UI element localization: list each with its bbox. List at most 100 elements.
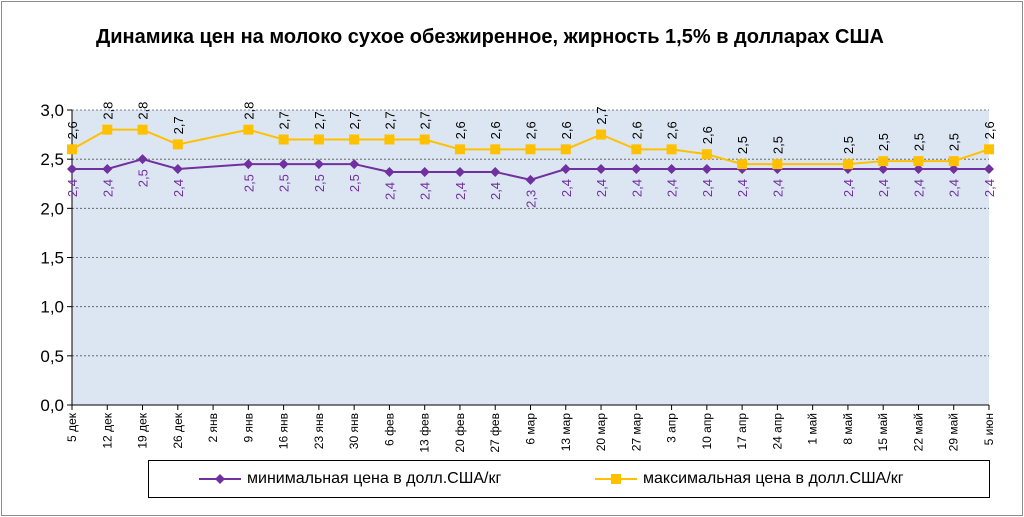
y-tick-label: 0,0: [40, 396, 64, 415]
point-min: [666, 164, 677, 174]
data-label-min: 2,4: [594, 179, 609, 197]
x-tick-label: 26 дек: [171, 412, 185, 448]
x-tick-label: 20 мар: [594, 413, 608, 452]
point-min: [137, 154, 148, 165]
point-max: [772, 159, 783, 170]
x-tick-label: 6 мар: [524, 413, 538, 445]
x-tick-label: 27 мар: [629, 413, 643, 452]
point-max: [419, 134, 430, 145]
y-tick-label: 2,0: [40, 199, 64, 218]
data-label-max: 2,5: [735, 136, 750, 154]
data-label-min: 2,5: [241, 174, 256, 192]
data-label-min: 2,5: [347, 174, 362, 192]
point-max: [349, 134, 360, 145]
x-tick-label: 22 май: [911, 413, 925, 451]
point-max: [384, 134, 395, 145]
point-max: [913, 156, 924, 167]
x-tick-label: 2 янв: [206, 413, 220, 443]
x-tick-label: 6 фев: [382, 413, 396, 446]
data-label-max: 2,7: [312, 111, 327, 129]
data-label-min: 2,4: [841, 179, 856, 197]
point-min: [278, 159, 289, 170]
point-min: [102, 164, 113, 174]
x-tick-label: 10 апр: [700, 413, 714, 450]
legend-item-max: максимальная цена в долл.США/кг: [595, 470, 904, 488]
data-label-min: 2,4: [735, 179, 750, 197]
data-label-max: 2,5: [876, 133, 891, 151]
point-max: [102, 124, 113, 135]
data-label-max: 2,6: [65, 121, 80, 139]
data-label-max: 2,7: [594, 107, 609, 125]
point-max: [878, 156, 889, 167]
point-min: [525, 174, 536, 185]
data-label-min: 2,4: [65, 179, 80, 197]
data-label-max: 2,6: [559, 121, 574, 139]
x-tick-label: 5 июн: [982, 413, 996, 445]
legend-label-min: минимальная цена в долл.США/кг: [247, 470, 502, 487]
data-label-max: 2,8: [136, 102, 151, 120]
data-label-max: 2,7: [347, 111, 362, 129]
data-label-min: 2,4: [947, 179, 962, 197]
data-label-min: 2,4: [665, 179, 680, 197]
data-label-min: 2,5: [136, 169, 151, 187]
x-tick-label: 12 дек: [100, 412, 114, 448]
point-min: [490, 166, 501, 177]
data-label-min: 2,4: [453, 182, 468, 200]
point-max: [137, 124, 148, 135]
data-label-min: 2,4: [629, 179, 644, 197]
data-label-min: 2,4: [770, 179, 785, 197]
data-label-max: 2,6: [524, 121, 539, 139]
x-tick-label: 19 дек: [136, 412, 150, 448]
x-tick-label: 30 янв: [347, 413, 361, 449]
legend-line-max-icon: [595, 474, 637, 484]
data-label-min: 2,5: [277, 174, 292, 192]
y-tick-label: 2,5: [40, 150, 64, 169]
data-label-max: 2,5: [911, 133, 926, 151]
point-max: [490, 144, 501, 155]
x-tick-label: 5 дек: [65, 412, 79, 442]
data-label-max: 2,6: [982, 121, 997, 139]
point-min: [454, 166, 465, 177]
legend-item-min: минимальная цена в долл.США/кг: [199, 470, 501, 488]
x-tick-label: 9 янв: [241, 413, 255, 443]
x-tick-label: 20 фев: [453, 413, 467, 453]
data-label-max: 2,5: [770, 136, 785, 154]
chart-title: Динамика цен на молоко сухое обезжиренно…: [95, 26, 885, 48]
point-min: [243, 159, 254, 170]
data-label-min: 2,4: [700, 179, 715, 197]
data-label-min: 2,4: [382, 182, 397, 200]
point-min: [67, 164, 77, 174]
x-tick-label: 23 янв: [312, 413, 326, 449]
x-tick-label: 27 фев: [488, 413, 502, 453]
point-min: [701, 164, 712, 174]
point-max: [243, 124, 254, 135]
data-label-max: 2,6: [453, 121, 468, 139]
data-label-max: 2,8: [100, 102, 115, 120]
point-max: [454, 144, 465, 155]
legend-line-min-icon: [199, 474, 241, 484]
point-min: [631, 164, 642, 174]
data-label-min: 2,4: [911, 179, 926, 197]
y-tick-label: 3,0: [40, 101, 64, 120]
data-label-max: 2,6: [665, 121, 680, 139]
data-label-min: 2,4: [171, 179, 186, 197]
x-tick-label: 13 фев: [418, 413, 432, 453]
point-max: [631, 144, 642, 155]
point-max: [172, 139, 183, 150]
point-max: [842, 159, 853, 170]
x-tick-label: 24 апр: [770, 413, 784, 450]
point-max: [737, 159, 748, 170]
x-tick-label: 16 янв: [277, 413, 291, 449]
y-tick-label: 0,5: [40, 347, 64, 366]
data-label-min: 2,3: [524, 190, 539, 208]
point-min: [384, 166, 395, 177]
point-min: [313, 159, 324, 170]
data-label-min: 2,4: [982, 179, 997, 197]
data-label-max: 2,8: [241, 102, 256, 120]
y-tick-label: 1,0: [40, 298, 64, 317]
point-max: [525, 144, 536, 155]
x-tick-label: 15 май: [876, 413, 890, 451]
data-label-max: 2,6: [700, 126, 715, 144]
data-label-min: 2,4: [876, 179, 891, 197]
